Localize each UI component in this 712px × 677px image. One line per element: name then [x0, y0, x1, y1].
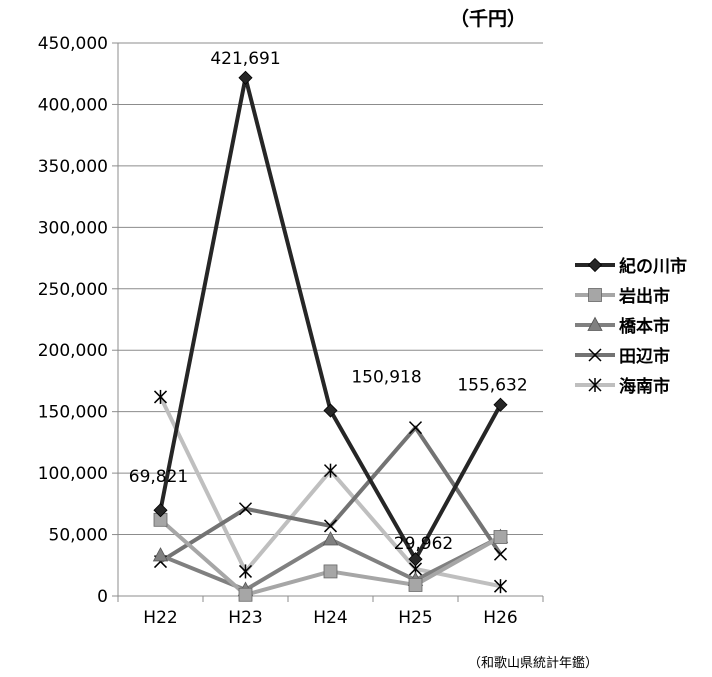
source-note: （和歌山県統計年鑑）: [468, 656, 599, 671]
y-tick-label: 50,000: [49, 526, 108, 546]
marker-star: [238, 564, 253, 579]
marker-x-stroke: [493, 547, 508, 561]
marker-x: [323, 519, 338, 533]
y-tick-label: 100,000: [38, 464, 108, 484]
legend-item: 田辺市: [575, 346, 670, 367]
y-tick-label: 0: [97, 587, 108, 607]
marker-x: [588, 348, 602, 362]
x-axis: H22 H23 H24 H25 H26: [117, 595, 544, 628]
marker-diamond: [587, 257, 603, 273]
marker-x-stroke: [408, 421, 423, 435]
marker-square: [323, 564, 338, 579]
marker-star: [153, 389, 168, 404]
marker-square: [238, 587, 253, 602]
marker-triangle: [322, 531, 339, 546]
x-tick-label: H23: [228, 608, 262, 628]
marker-triangle: [152, 547, 169, 562]
legend-label: 田辺市: [619, 346, 670, 367]
legend-item: 橋本市: [575, 316, 670, 337]
y-tick-label: 300,000: [38, 218, 108, 238]
y-tick-label: 150,000: [38, 403, 108, 423]
series-line-0: [158, 75, 503, 562]
marker-diamond: [493, 397, 508, 412]
unit-label: （千円）: [450, 8, 527, 30]
data-labels: 69,821 421,691 150,918 29,962 155,632: [129, 49, 528, 554]
data-label: 150,918: [351, 368, 421, 388]
marker-x: [493, 547, 508, 561]
marker-diamond: [153, 503, 168, 518]
marker-triangle: [587, 316, 603, 331]
x-tick-label: H25: [398, 608, 432, 628]
legend-item: 紀の川市: [575, 256, 687, 277]
marker-x: [238, 502, 253, 516]
y-tick-label: 400,000: [38, 95, 108, 115]
data-label: 421,691: [210, 49, 280, 69]
marker-x-stroke: [588, 348, 602, 362]
x-tick-label: H22: [143, 608, 177, 628]
legend-label: 岩出市: [618, 286, 670, 307]
y-tick-label: 350,000: [38, 157, 108, 177]
marker-star: [588, 378, 602, 392]
marker-star: [323, 463, 338, 478]
x-tick-label: H26: [483, 608, 517, 628]
marker-star: [493, 579, 508, 594]
data-label: 29,962: [394, 534, 453, 554]
legend-item: 岩出市: [575, 286, 670, 307]
grid: [118, 42, 543, 536]
marker-square: [588, 288, 602, 302]
series-lines: [158, 75, 503, 597]
x-tick-label: H24: [313, 608, 347, 628]
marker-x: [408, 421, 423, 435]
marker-square: [408, 578, 423, 592]
series-line-4: [158, 396, 501, 589]
legend-item: 海南市: [575, 376, 670, 397]
marker-x-stroke: [238, 502, 253, 516]
y-tick-label: 200,000: [38, 341, 108, 361]
marker-x-stroke: [323, 519, 338, 533]
marker-diamond: [238, 70, 253, 85]
legend-label: 紀の川市: [619, 256, 687, 277]
y-tick-label: 450,000: [38, 34, 108, 54]
data-label: 155,632: [457, 376, 527, 396]
legend-label: 橋本市: [619, 316, 670, 337]
data-label: 69,821: [129, 467, 188, 487]
y-axis: 0 50,000 100,000 150,000 200,000 250,000 300,0…: [38, 34, 119, 607]
legend-label: 海南市: [619, 376, 670, 397]
marker-square: [493, 530, 508, 544]
marker-diamond: [323, 403, 338, 418]
marker-diamond: [408, 552, 423, 567]
series-markers: [152, 70, 509, 602]
y-tick-label: 250,000: [38, 280, 108, 300]
